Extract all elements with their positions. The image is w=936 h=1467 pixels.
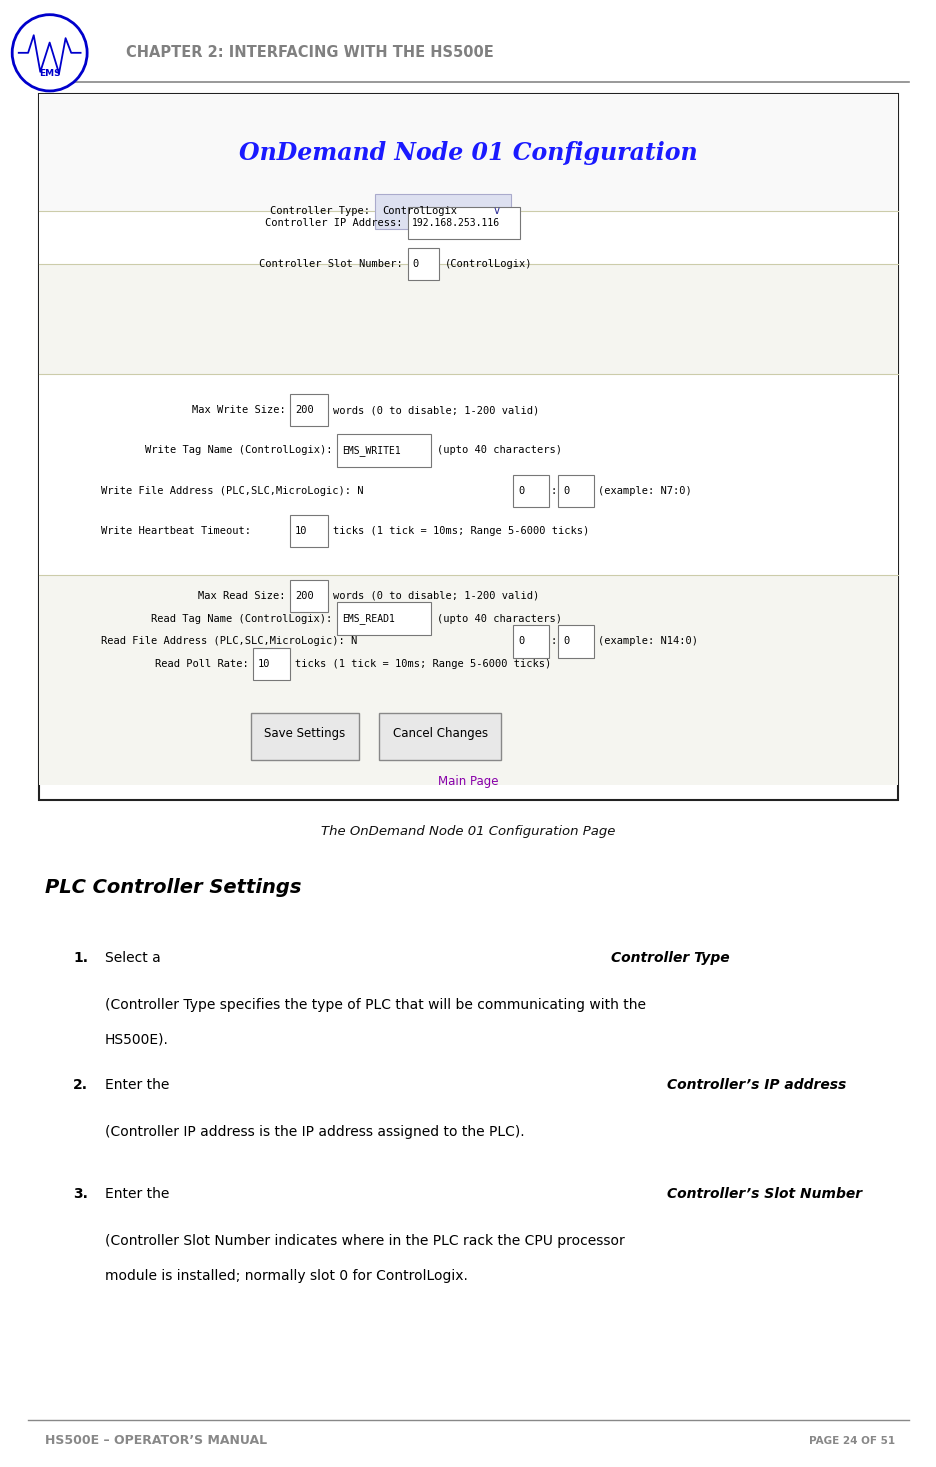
Text: (example: N14:0): (example: N14:0) (597, 637, 697, 647)
Text: 0: 0 (518, 637, 524, 647)
Text: :: : (550, 637, 557, 647)
Text: (example: N7:0): (example: N7:0) (597, 486, 691, 496)
Bar (558, 474, 593, 506)
Text: words (0 to disable; 1-200 valid): words (0 to disable; 1-200 valid) (332, 591, 538, 600)
Text: 0: 0 (412, 260, 418, 268)
Text: ticks (1 tick = 10ms; Range 5-6000 ticks): ticks (1 tick = 10ms; Range 5-6000 ticks… (295, 659, 550, 669)
Bar (337, 434, 431, 467)
Text: ticks (1 tick = 10ms; Range 5-6000 ticks): ticks (1 tick = 10ms; Range 5-6000 ticks… (332, 525, 588, 535)
Text: 3.: 3. (73, 1187, 88, 1201)
Text: (upto 40 characters): (upto 40 characters) (436, 613, 561, 623)
Bar (39, 94, 897, 211)
Text: Max Write Size:: Max Write Size: (192, 405, 285, 415)
Bar (290, 515, 328, 547)
Bar (374, 194, 510, 229)
Text: CHAPTER 2: INTERFACING WITH THE HS500E: CHAPTER 2: INTERFACING WITH THE HS500E (126, 45, 493, 60)
Text: 200: 200 (295, 405, 314, 415)
Text: Save Settings: Save Settings (264, 728, 344, 739)
Text: HS500E).: HS500E). (105, 1033, 168, 1047)
Text: 0: 0 (563, 486, 569, 496)
Text: ControlLogix: ControlLogix (382, 207, 457, 216)
Text: words (0 to disable; 1-200 valid): words (0 to disable; 1-200 valid) (332, 405, 538, 415)
Text: 192.168.253.116: 192.168.253.116 (412, 219, 500, 227)
Text: Write File Address (PLC,SLC,MicroLogic): N: Write File Address (PLC,SLC,MicroLogic):… (101, 486, 363, 496)
Text: OnDemand Node 01 Configuration: OnDemand Node 01 Configuration (239, 141, 697, 164)
Bar (379, 713, 501, 760)
Text: EMS_WRITE1: EMS_WRITE1 (342, 445, 401, 456)
Bar (39, 211, 897, 264)
Text: Enter the: Enter the (105, 1187, 173, 1201)
Text: Read File Address (PLC,SLC,MicroLogic): N: Read File Address (PLC,SLC,MicroLogic): … (101, 637, 357, 647)
Text: (upto 40 characters): (upto 40 characters) (436, 446, 561, 455)
Text: Controller Type: Controller Type (610, 951, 729, 965)
Text: 0: 0 (563, 637, 569, 647)
Text: HS500E – OPERATOR’S MANUAL: HS500E – OPERATOR’S MANUAL (45, 1435, 267, 1446)
Bar (253, 648, 290, 681)
Text: The OnDemand Node 01 Configuration Page: The OnDemand Node 01 Configuration Page (321, 826, 615, 838)
Text: 0: 0 (518, 486, 524, 496)
Bar (39, 94, 897, 800)
Text: PLC Controller Settings: PLC Controller Settings (45, 879, 301, 896)
Text: Select a: Select a (105, 951, 165, 965)
Text: Read Poll Rate:: Read Poll Rate: (154, 659, 248, 669)
Text: Read Tag Name (ControlLogix):: Read Tag Name (ControlLogix): (152, 613, 332, 623)
Bar (337, 603, 431, 635)
Bar (39, 575, 897, 785)
Bar (513, 625, 548, 657)
Bar (558, 625, 593, 657)
Text: 10: 10 (295, 525, 307, 535)
Bar (251, 713, 358, 760)
Text: ∨: ∨ (492, 207, 500, 216)
Text: Max Read Size:: Max Read Size: (198, 591, 285, 600)
Text: (ControlLogix): (ControlLogix) (445, 260, 532, 268)
Bar (39, 374, 897, 575)
Text: 200: 200 (295, 591, 314, 600)
Text: Controller’s IP address: Controller’s IP address (666, 1078, 845, 1093)
Text: Main Page: Main Page (438, 776, 498, 788)
Text: Controller Slot Number:: Controller Slot Number: (259, 260, 402, 268)
Bar (407, 207, 519, 239)
Text: Cancel Changes: Cancel Changes (392, 728, 488, 739)
Bar (290, 579, 328, 612)
Text: (Controller IP address is the IP address assigned to the PLC).: (Controller IP address is the IP address… (105, 1125, 524, 1140)
Bar (39, 264, 897, 374)
Text: PAGE 24 OF 51: PAGE 24 OF 51 (808, 1436, 894, 1445)
Text: (Controller Type specifies the type of PLC that will be communicating with the: (Controller Type specifies the type of P… (105, 998, 645, 1012)
Bar (513, 474, 548, 506)
Text: 2.: 2. (73, 1078, 88, 1093)
Text: EMS: EMS (38, 69, 61, 78)
Text: 10: 10 (257, 659, 270, 669)
Text: Controller’s Slot Number: Controller’s Slot Number (666, 1187, 861, 1201)
Bar (290, 395, 328, 427)
Ellipse shape (12, 15, 87, 91)
Text: Controller IP Address:: Controller IP Address: (265, 219, 402, 227)
Text: EMS_READ1: EMS_READ1 (342, 613, 394, 623)
Text: Write Tag Name (ControlLogix):: Write Tag Name (ControlLogix): (145, 446, 332, 455)
Text: 1.: 1. (73, 951, 88, 965)
Text: Enter the: Enter the (105, 1078, 173, 1093)
Text: module is installed; normally slot 0 for ControlLogix.: module is installed; normally slot 0 for… (105, 1269, 467, 1284)
Bar (407, 248, 438, 280)
Text: Write Heartbeat Timeout:: Write Heartbeat Timeout: (101, 525, 251, 535)
Text: (Controller Slot Number indicates where in the PLC rack the CPU processor: (Controller Slot Number indicates where … (105, 1234, 624, 1248)
Text: Controller Type:: Controller Type: (270, 207, 370, 216)
Text: :: : (550, 486, 557, 496)
